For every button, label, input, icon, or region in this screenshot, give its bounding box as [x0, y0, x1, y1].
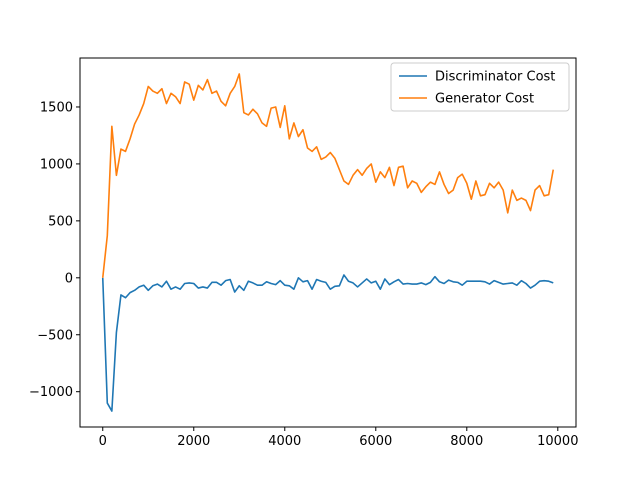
x-tick-label: 4000 — [268, 434, 301, 449]
x-tick-label: 8000 — [450, 434, 483, 449]
x-tick-label: 0 — [99, 434, 107, 449]
y-axis: −1000 −500 0 500 1000 1500 — [29, 100, 80, 400]
y-tick-label: 1500 — [40, 100, 73, 115]
plot-frame — [79, 57, 577, 428]
y-tick-label: −500 — [37, 328, 73, 343]
x-tick-label: 2000 — [177, 434, 210, 449]
x-tick-label: 10000 — [537, 434, 578, 449]
y-tick-label: 500 — [48, 214, 73, 229]
legend-box — [390, 62, 570, 112]
legend-label: Discriminator Cost — [435, 70, 555, 85]
series-line-discriminator-cost — [101, 274, 554, 412]
x-axis: 0 2000 4000 6000 8000 10000 — [99, 427, 578, 449]
series-line-generator-cost — [101, 73, 555, 278]
legend-label: Generator Cost — [435, 92, 534, 107]
y-tick-label: 0 — [65, 271, 73, 286]
series-lines — [101, 73, 555, 412]
y-tick-label: 1000 — [40, 157, 73, 172]
y-tick-label: −1000 — [29, 385, 73, 400]
x-tick-label: 6000 — [359, 434, 392, 449]
legend: Discriminator Cost Generator Cost — [390, 62, 570, 112]
